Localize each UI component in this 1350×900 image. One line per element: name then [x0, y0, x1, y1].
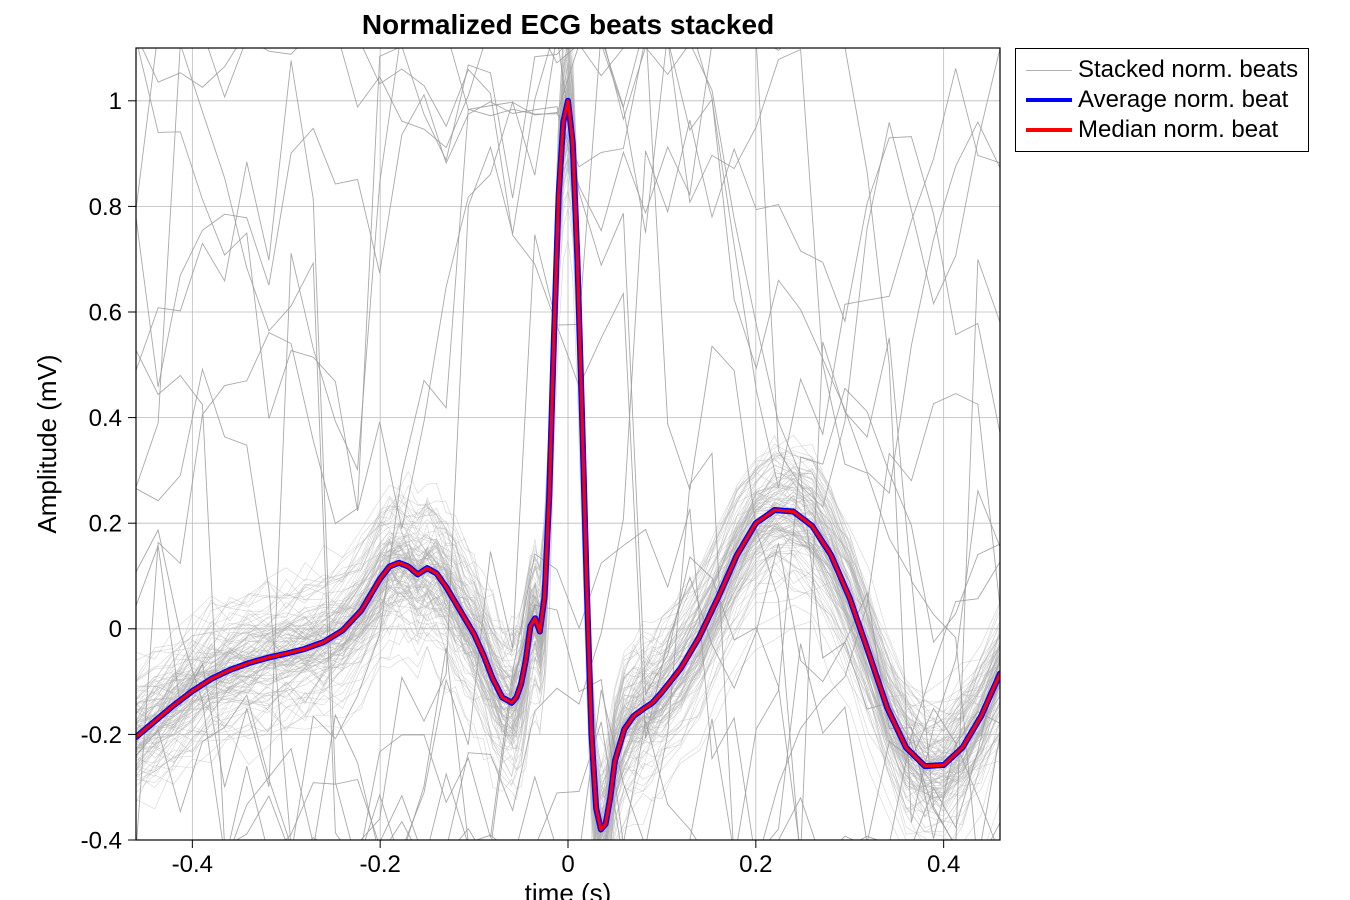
legend-swatch [1026, 98, 1072, 102]
ytick-label: 0.4 [89, 405, 122, 432]
legend-swatch [1026, 128, 1072, 132]
legend-label: Stacked norm. beats [1078, 55, 1298, 85]
legend-label: Average norm. beat [1078, 85, 1288, 115]
legend-item: Median norm. beat [1026, 115, 1298, 145]
legend: Stacked norm. beatsAverage norm. beatMed… [1015, 48, 1309, 152]
legend-label: Median norm. beat [1078, 115, 1278, 145]
chart-title: Normalized ECG beats stacked [362, 9, 774, 40]
legend-swatch [1026, 70, 1072, 71]
ytick-label: 0 [109, 616, 122, 643]
legend-item: Stacked norm. beats [1026, 55, 1298, 85]
ytick-label: 0.6 [89, 299, 122, 326]
ytick-label: -0.4 [81, 827, 122, 854]
y-axis-label: Amplitude (mV) [32, 354, 62, 533]
xtick-label: 0.4 [927, 851, 960, 878]
xtick-label: 0.2 [739, 851, 772, 878]
legend-item: Average norm. beat [1026, 85, 1298, 115]
xtick-label: -0.2 [359, 851, 400, 878]
xtick-label: 0 [561, 851, 574, 878]
x-axis-label: time (s) [525, 878, 612, 900]
ytick-label: -0.2 [81, 722, 122, 749]
xtick-label: -0.4 [172, 851, 213, 878]
ytick-label: 0.8 [89, 194, 122, 221]
ytick-label: 1 [109, 88, 122, 115]
ytick-label: 0.2 [89, 511, 122, 538]
